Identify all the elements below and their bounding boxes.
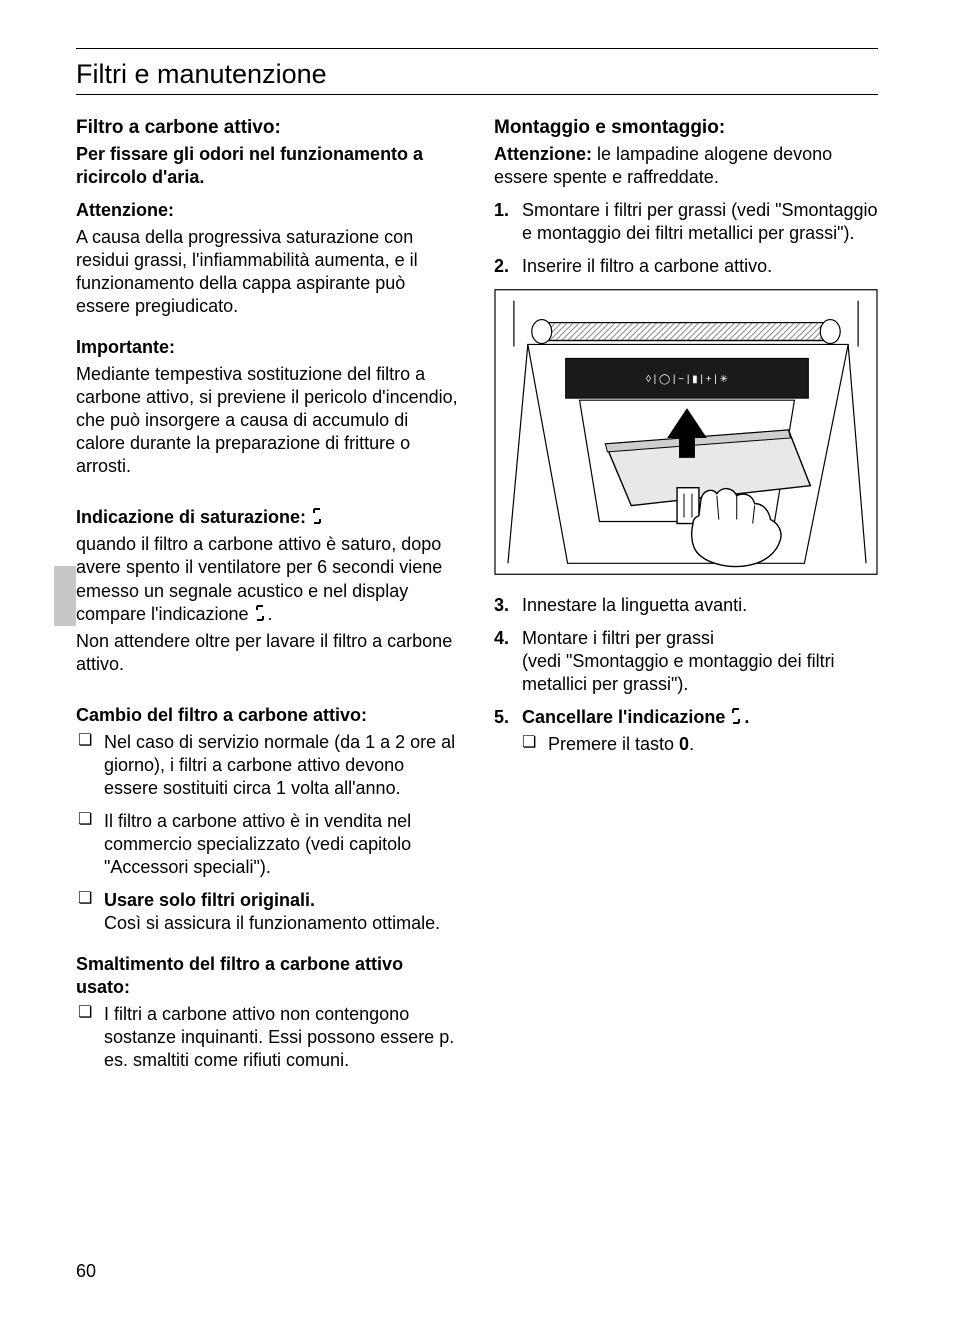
title-rule-top — [76, 48, 878, 49]
label-smaltimento: Smaltimento del filtro a carbone attivo … — [76, 953, 460, 999]
step-text: Smontare i filtri per grassi (vedi "Smon… — [522, 200, 878, 243]
label-importante: Importante: — [76, 336, 460, 359]
saturation-icon-step5 — [730, 706, 744, 729]
page-number: 60 — [76, 1261, 96, 1282]
step5-sub: Premere il tasto 0. — [522, 733, 878, 756]
text-saturazione-2: . — [268, 604, 273, 624]
steps-list-bottom: 3.Innestare la linguetta avanti. 4. Mont… — [494, 594, 878, 756]
step5-sub-post: . — [689, 734, 694, 754]
saturation-icon — [311, 506, 325, 529]
text-montaggio-attenzione: Attenzione: le lampadine alogene devono … — [494, 143, 878, 189]
text-saturazione-3: Non attendere oltre per lavare il filtro… — [76, 630, 460, 676]
step-item: 4. Montare i filtri per grassi (vedi "Sm… — [494, 627, 878, 696]
list-smaltimento: I filtri a carbone attivo non contengono… — [76, 1003, 460, 1072]
label-saturazione-text: Indicazione di saturazione: — [76, 507, 311, 527]
label-attenzione: Attenzione: — [76, 199, 460, 222]
step5-bold-pre: Cancellare l'indicazione — [522, 707, 730, 727]
side-tab-marker — [54, 566, 76, 626]
panel-label-text: ◊ | ◯ | − | ▮ | + | ✳ — [646, 374, 728, 385]
right-column: Montaggio e smontaggio: Attenzione: le l… — [494, 117, 878, 1090]
step-item: 3.Innestare la linguetta avanti. — [494, 594, 878, 617]
list-item: I filtri a carbone attivo non contengono… — [76, 1003, 460, 1072]
label-cambio: Cambio del filtro a carbone attivo: — [76, 704, 460, 727]
left-column: Filtro a carbone attivo: Per fissare gli… — [76, 117, 460, 1090]
title-rule-bottom — [76, 94, 878, 95]
step-text: Inserire il filtro a carbone attivo. — [522, 256, 772, 276]
step-item: 5. Cancellare l'indicazione . Premere il… — [494, 706, 878, 756]
label-saturazione: Indicazione di saturazione: — [76, 506, 460, 529]
list-item: Il filtro a carbone attivo è in vendita … — [76, 810, 460, 879]
figure-filter-insert: ◊ | ◯ | − | ▮ | + | ✳ — [494, 288, 878, 576]
label-attenzione-right: Attenzione: — [494, 144, 592, 164]
step-item: 2.Inserire il filtro a carbone attivo. — [494, 255, 878, 278]
heading-filtro-carbone: Filtro a carbone attivo: — [76, 117, 460, 139]
subheading-fissare-odori: Per fissare gli odori nel funzionamento … — [76, 143, 460, 189]
step5-bold-post: . — [744, 707, 749, 727]
step-text-a: Montare i filtri per grassi — [522, 628, 714, 648]
page-title: Filtri e manutenzione — [76, 55, 878, 94]
list-item: Usare solo filtri originali. Così si ass… — [76, 889, 460, 935]
heading-montaggio: Montaggio e smontaggio: — [494, 117, 878, 139]
list-cambio: Nel caso di servizio normale (da 1 a 2 o… — [76, 731, 460, 935]
steps-list-top: 1.Smontare i filtri per grassi (vedi "Sm… — [494, 199, 878, 278]
step5-sub-pre: Premere il tasto — [548, 734, 679, 754]
saturation-icon-inline — [254, 603, 268, 626]
list-item-bold: Usare solo filtri originali. — [104, 890, 315, 910]
step-text-b: (vedi "Smontaggio e montaggio dei filtri… — [522, 651, 835, 694]
list-item: Nel caso di servizio normale (da 1 a 2 o… — [76, 731, 460, 800]
text-saturazione: quando il filtro a carbone attivo è satu… — [76, 533, 460, 625]
step-item: 1.Smontare i filtri per grassi (vedi "Sm… — [494, 199, 878, 245]
text-importante: Mediante tempestiva sostituzione del fil… — [76, 363, 460, 478]
text-attenzione: A causa della progressiva saturazione co… — [76, 226, 460, 318]
list-item-rest: Così si assicura il funzionamento ottima… — [104, 913, 440, 933]
step-text: Innestare la linguetta avanti. — [522, 595, 747, 615]
step5-sub-bold: 0 — [679, 734, 689, 754]
